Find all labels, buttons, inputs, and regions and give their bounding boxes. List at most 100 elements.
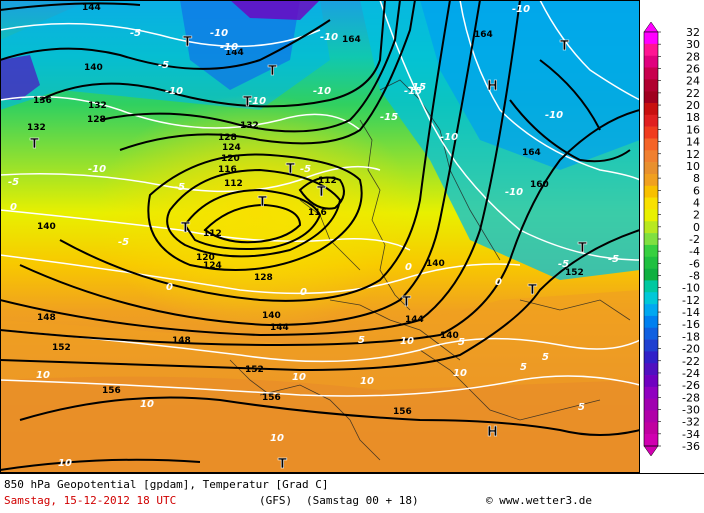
contour-label: 124: [203, 261, 222, 271]
isotherm-label: -10: [210, 28, 228, 39]
low-pressure-symbol: T: [560, 39, 569, 54]
isotherm-label: 10: [36, 370, 50, 381]
legend-swatch: [644, 197, 658, 210]
legend-tick-label: -34: [682, 428, 700, 441]
isotherm-label: 5: [358, 335, 365, 346]
legend-tick-label: -36: [682, 440, 700, 453]
contour-label: 160: [530, 180, 549, 190]
legend-swatch: [644, 114, 658, 127]
contour-label: 128: [87, 115, 106, 125]
legend-tick-label: -10: [682, 282, 700, 295]
isotherm-label: -5: [158, 60, 169, 71]
legend-tick-label: 2: [693, 209, 700, 222]
legend-tick-label: 4: [693, 196, 700, 209]
legend-swatch: [644, 268, 658, 281]
legend-swatch: [644, 292, 658, 305]
legend-swatch: [644, 233, 658, 246]
contour-label: 148: [172, 336, 191, 346]
legend-tick-label: -22: [682, 355, 700, 368]
legend-tick-label: -20: [682, 343, 700, 356]
contour-label: 152: [52, 343, 71, 353]
legend-swatch: [644, 244, 658, 258]
contour-label: 144: [82, 3, 101, 13]
contour-label: 120: [221, 154, 240, 164]
map-border: [0, 0, 640, 473]
isotherm-label: 10: [270, 433, 284, 444]
contour-label: 120: [196, 253, 215, 263]
isotherm-label: -15: [408, 82, 426, 93]
isotherm-label: 5: [458, 337, 465, 348]
isotherm-label: -10: [313, 86, 331, 97]
low-pressure-symbol: T: [258, 195, 267, 210]
temperature-legend: 32302826242220181614121086420-2-4-6-8-10…: [640, 0, 704, 473]
contour-label: 140: [37, 222, 56, 232]
legend-tick-label: 32: [686, 26, 700, 39]
legend-tick-label: 26: [686, 63, 700, 76]
contour-label: 132: [240, 121, 259, 131]
legend-tick-label: 8: [693, 172, 700, 185]
legend-swatch: [644, 67, 658, 80]
low-pressure-symbol: T: [528, 283, 537, 298]
isotherm-label: -10: [88, 164, 106, 175]
legend-swatch: [644, 375, 658, 388]
legend-swatch: [644, 79, 658, 92]
model-run: (Samstag 00 + 18): [306, 494, 419, 507]
legend-tick-label: 30: [686, 38, 700, 51]
legend-swatch: [644, 339, 658, 352]
legend-tick-label: 12: [686, 148, 700, 161]
contour-label: 128: [218, 133, 237, 143]
isotherm-label: -15: [380, 112, 398, 123]
isotherm-label: 10: [360, 376, 374, 387]
legend-swatch: [644, 422, 658, 435]
legend-tick-label: 22: [686, 87, 700, 100]
low-pressure-symbol: T: [181, 221, 190, 236]
contour-label: 144: [270, 323, 289, 333]
legend-swatch: [644, 386, 658, 399]
legend-tick-label: -28: [682, 391, 700, 404]
contour-label: 164: [474, 30, 493, 40]
isotherm-label: -5: [118, 237, 129, 248]
contour-label: 140: [440, 331, 459, 341]
contour-label: 112: [203, 229, 222, 239]
isotherm-label: -5: [558, 259, 569, 270]
contour-label: 164: [522, 148, 541, 158]
legend-swatch: [644, 173, 658, 187]
isotherm-label: 10: [58, 458, 72, 469]
isotherm-label: 5: [578, 402, 585, 413]
legend-tick-label: -8: [689, 270, 700, 283]
contour-label: 132: [88, 101, 107, 111]
legend-swatch: [644, 102, 658, 116]
legend-swatch: [644, 32, 658, 45]
map-caption: 850 hPa Geopotential [gpdam], Temperatur…: [4, 478, 329, 491]
contour-label: 152: [245, 365, 264, 375]
isotherm-label: -5: [608, 254, 619, 265]
isotherm-label: -10: [512, 4, 530, 15]
isotherm-label: -10: [505, 187, 523, 198]
contour-label: 156: [393, 407, 412, 417]
legend-tick-label: -18: [682, 330, 700, 343]
legend-swatch: [644, 185, 658, 198]
legend-swatch: [644, 315, 658, 329]
contour-label: 116: [308, 208, 327, 218]
contour-label: 152: [565, 268, 584, 278]
credit-link[interactable]: © www.wetter3.de: [486, 494, 592, 507]
isotherm-label: 0: [300, 287, 307, 298]
legend-tick-label: -2: [689, 233, 700, 246]
contour-label: 112: [224, 179, 243, 189]
isotherm-label: 5: [542, 352, 549, 363]
contour-label: 144: [225, 48, 244, 58]
contour-label: 164: [342, 35, 361, 45]
legend-swatch: [644, 410, 658, 423]
isotherm-label: -10: [248, 96, 266, 107]
legend-swatch: [644, 304, 658, 317]
isotherm-label: 10: [140, 399, 154, 410]
legend-tick-label: 16: [686, 123, 700, 136]
contour-label: 140: [84, 63, 103, 73]
legend-tick-label: -14: [682, 306, 700, 319]
legend-swatch: [644, 126, 658, 139]
low-pressure-symbol: T: [278, 457, 287, 472]
legend-swatch: [644, 434, 658, 447]
valid-date: Samstag, 15-12-2012 18 UTC: [4, 494, 177, 507]
legend-swatch: [644, 209, 658, 222]
legend-tick-label: -16: [682, 318, 700, 331]
